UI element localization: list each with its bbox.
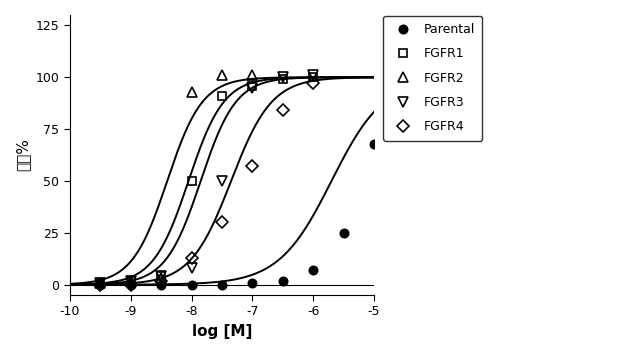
- Line: Parental: Parental: [96, 139, 378, 289]
- FGFR3: [127, 278, 134, 282]
- FGFR3: [279, 75, 287, 79]
- Parental: [218, 282, 226, 287]
- FGFR1: [188, 179, 195, 183]
- FGFR4: [157, 278, 165, 282]
- Parental: [127, 282, 134, 287]
- Parental: [188, 282, 195, 287]
- Parental: [309, 268, 317, 272]
- FGFR2: [97, 280, 104, 285]
- FGFR3: [157, 274, 165, 279]
- FGFR3: [309, 73, 317, 77]
- FGFR4: [188, 256, 195, 260]
- FGFR4: [218, 220, 226, 224]
- FGFR3: [218, 179, 226, 183]
- FGFR1: [309, 75, 317, 79]
- Parental: [248, 280, 256, 285]
- FGFR2: [188, 90, 195, 94]
- Parental: [97, 282, 104, 287]
- Parental: [340, 231, 348, 235]
- FGFR4: [97, 282, 104, 287]
- Line: FGFR4: FGFR4: [96, 79, 317, 289]
- FGFR1: [127, 278, 134, 282]
- FGFR4: [279, 108, 287, 113]
- FGFR1: [248, 84, 256, 88]
- FGFR2: [157, 276, 165, 281]
- Line: FGFR3: FGFR3: [95, 70, 318, 287]
- FGFR3: [97, 280, 104, 285]
- Parental: [279, 278, 287, 282]
- FGFR3: [188, 266, 195, 270]
- FGFR1: [97, 280, 104, 285]
- Y-axis label: 阻害%: 阻害%: [15, 138, 30, 171]
- FGFR2: [127, 278, 134, 282]
- Parental: [157, 282, 165, 287]
- FGFR1: [218, 94, 226, 98]
- FGFR1: [157, 274, 165, 279]
- Line: FGFR2: FGFR2: [95, 70, 257, 287]
- Parental: [371, 142, 378, 146]
- FGFR4: [248, 164, 256, 169]
- FGFR2: [248, 73, 256, 77]
- FGFR3: [248, 85, 256, 90]
- FGFR4: [127, 282, 134, 287]
- Line: FGFR1: FGFR1: [96, 73, 317, 287]
- X-axis label: log [M]: log [M]: [192, 324, 252, 339]
- FGFR1: [279, 77, 287, 81]
- FGFR2: [218, 73, 226, 77]
- Legend: Parental, FGFR1, FGFR2, FGFR3, FGFR4: Parental, FGFR1, FGFR2, FGFR3, FGFR4: [383, 16, 483, 141]
- FGFR4: [309, 81, 317, 86]
